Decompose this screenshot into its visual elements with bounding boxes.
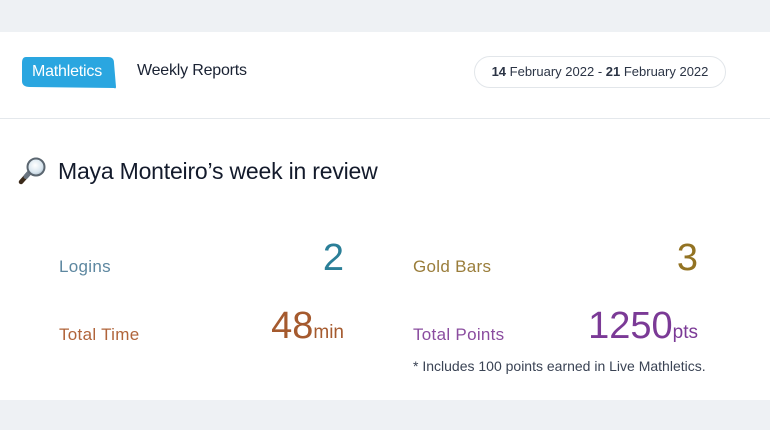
total-time-unit: min bbox=[313, 322, 344, 343]
report-title: Weekly Reports bbox=[137, 62, 247, 79]
gold-bars-label: Gold Bars bbox=[413, 257, 492, 276]
logo-text: Mathletics bbox=[31, 63, 103, 80]
total-points-number: 1250 bbox=[588, 305, 673, 347]
logins-label: Logins bbox=[59, 257, 111, 276]
mathletics-logo[interactable]: Mathletics bbox=[20, 55, 116, 89]
date-end-rest: February 2022 bbox=[620, 64, 709, 79]
total-points-label: Total Points bbox=[413, 325, 505, 344]
week-review-title: Maya Monteiro’s week in review bbox=[58, 157, 378, 184]
logins-value: 2 bbox=[323, 237, 344, 280]
magnifying-glass-icon bbox=[18, 157, 46, 185]
week-review-heading: Maya Monteiro’s week in review bbox=[18, 156, 378, 186]
date-end-day: 21 bbox=[605, 64, 621, 79]
total-time-value: 48min bbox=[271, 305, 344, 348]
date-range-pill[interactable]: 14 February 2022 - 21 February 2022 bbox=[474, 56, 726, 88]
weekly-report-card: Mathletics Weekly Reports 14 February 20… bbox=[0, 32, 770, 400]
total-time-number: 48 bbox=[271, 305, 314, 347]
gold-bars-value: 3 bbox=[677, 237, 698, 280]
logo-badge-shape bbox=[22, 57, 116, 89]
report-header: Mathletics Weekly Reports 14 February 20… bbox=[0, 32, 770, 119]
date-start-rest: February 2022 - bbox=[506, 64, 606, 79]
logins-number: 2 bbox=[322, 237, 344, 279]
points-footnote: * Includes 100 points earned in Live Mat… bbox=[413, 358, 706, 374]
total-points-value: 1250pts bbox=[588, 305, 698, 348]
date-start-day: 14 bbox=[491, 64, 507, 79]
gold-bars-number: 3 bbox=[676, 237, 698, 279]
total-points-unit: pts bbox=[672, 322, 698, 343]
total-time-label: Total Time bbox=[59, 325, 140, 344]
